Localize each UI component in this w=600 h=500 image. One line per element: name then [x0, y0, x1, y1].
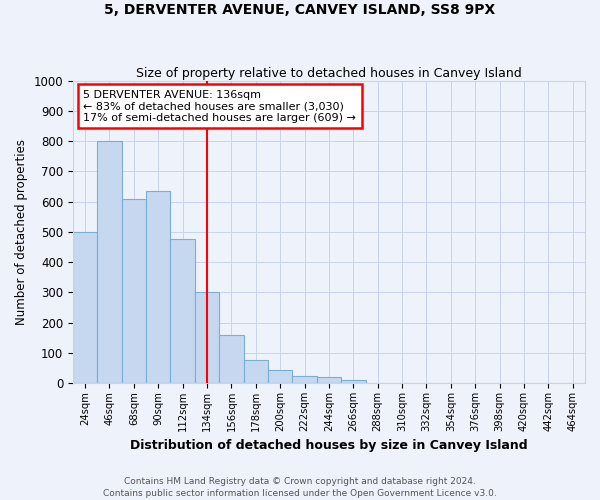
Y-axis label: Number of detached properties: Number of detached properties	[15, 139, 28, 325]
Bar	[268, 370, 292, 383]
X-axis label: Distribution of detached houses by size in Canvey Island: Distribution of detached houses by size …	[130, 440, 528, 452]
Bar	[292, 376, 317, 383]
Text: 5, DERVENTER AVENUE, CANVEY ISLAND, SS8 9PX: 5, DERVENTER AVENUE, CANVEY ISLAND, SS8 …	[104, 2, 496, 16]
Bar	[146, 191, 170, 383]
Bar	[195, 292, 219, 383]
Text: 5 DERVENTER AVENUE: 136sqm
← 83% of detached houses are smaller (3,030)
17% of s: 5 DERVENTER AVENUE: 136sqm ← 83% of deta…	[83, 90, 356, 123]
Bar	[170, 240, 195, 383]
Title: Size of property relative to detached houses in Canvey Island: Size of property relative to detached ho…	[136, 66, 522, 80]
Bar	[341, 380, 365, 383]
Bar	[122, 198, 146, 383]
Text: Contains HM Land Registry data © Crown copyright and database right 2024.
Contai: Contains HM Land Registry data © Crown c…	[103, 476, 497, 498]
Bar	[244, 360, 268, 383]
Bar	[317, 377, 341, 383]
Bar	[219, 335, 244, 383]
Bar	[73, 232, 97, 383]
Bar	[97, 141, 122, 383]
